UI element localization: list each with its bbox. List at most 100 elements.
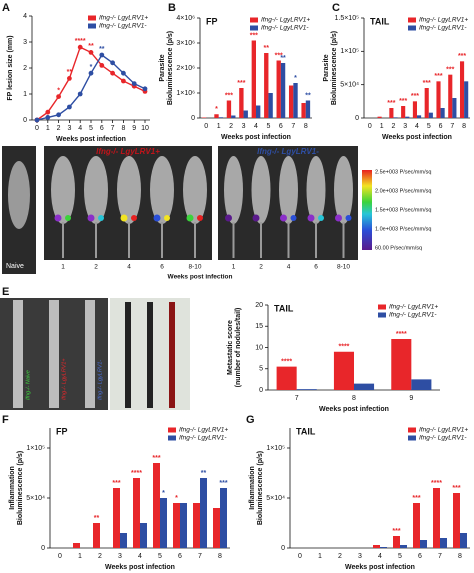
x-tick-label: 4 <box>254 123 258 130</box>
significance: ** <box>280 55 286 62</box>
x-tick-label: 1 <box>380 123 384 130</box>
point <box>131 81 137 86</box>
y-tick-label: 20 <box>255 302 263 309</box>
y-tick-label: 0 <box>355 115 359 122</box>
x-axis-label: Weeks post infection <box>168 274 233 281</box>
bar <box>93 523 100 548</box>
colorbar-label: 2.0e+003 P/sec/mm/sq <box>375 188 431 194</box>
x-tick-label: 1 <box>318 553 322 560</box>
point <box>121 78 126 84</box>
y-axis-label: Inflammation <box>249 466 256 510</box>
significance: *** <box>411 93 419 100</box>
x-tick-label: 2 <box>98 553 102 560</box>
x-tick-label: 2 <box>391 123 395 130</box>
legend-swatch <box>408 25 416 31</box>
bar <box>401 106 406 118</box>
legend-label: Ifng-/- LgyLRV1+ <box>419 427 468 434</box>
x-tick-label: 9 <box>409 395 413 402</box>
week-label: 6 <box>314 264 318 271</box>
significance: ** <box>99 46 105 53</box>
signal <box>186 214 194 222</box>
significance: *** <box>225 92 233 99</box>
significance: *** <box>423 80 431 87</box>
bar <box>417 115 422 118</box>
signal <box>65 215 71 221</box>
point <box>67 104 72 110</box>
chart-title: TAIL <box>274 303 294 313</box>
tail <box>161 222 163 258</box>
significance: * <box>162 490 165 497</box>
bar <box>193 503 200 548</box>
bar <box>220 488 227 548</box>
significance: *** <box>237 80 245 87</box>
x-tick-label: 10 <box>141 125 149 132</box>
bar <box>448 74 453 118</box>
x-tick-label: 1 <box>217 123 221 130</box>
panel-label: C <box>332 2 340 14</box>
colorbar <box>362 170 372 250</box>
y-tick-label: 0 <box>259 387 263 394</box>
week-label: 4 <box>287 264 291 271</box>
dissected-tail <box>125 302 131 408</box>
y-tick-label: 2×10⁶ <box>176 65 195 72</box>
bar <box>243 110 248 118</box>
legend-label: Ifng-/- LgyLRV1+ <box>179 427 228 434</box>
x-tick-label: 5 <box>158 553 162 560</box>
tail <box>287 222 290 258</box>
bar <box>268 93 273 118</box>
x-tick-label: 0 <box>58 553 62 560</box>
bar <box>214 114 219 118</box>
x-tick-label: 3 <box>67 125 71 132</box>
point <box>77 91 83 97</box>
week-label: 4 <box>127 264 131 271</box>
y-tick-label: 0 <box>41 545 45 552</box>
x-tick-label: 6 <box>178 553 182 560</box>
colorbar-label: 1.5e+003 P/sec/mm/sq <box>375 207 431 213</box>
colorbar-label: 2.5e+003 P/sec/mm/sq <box>375 169 431 175</box>
series-line <box>36 46 146 121</box>
legend-swatch <box>408 17 416 23</box>
x-tick-label: 6 <box>439 123 443 130</box>
week-label: 2 <box>259 264 263 271</box>
tail <box>260 222 262 258</box>
mouse <box>334 156 353 224</box>
signal <box>225 214 232 222</box>
x-tick-label: 0 <box>204 123 208 130</box>
tail-label: Ifng-/- LgyLRV1- <box>97 360 103 400</box>
signal <box>54 214 62 222</box>
point <box>121 70 126 76</box>
x-tick-label: 7 <box>295 395 299 402</box>
x-tick-label: 8 <box>304 123 308 130</box>
x-tick-label: 6 <box>418 553 422 560</box>
signal <box>280 214 287 222</box>
x-tick-label: 8 <box>462 123 466 130</box>
significance: ** <box>67 69 73 76</box>
significance: ** <box>305 92 311 99</box>
legend-swatch <box>378 312 386 318</box>
significance: **** <box>281 358 292 365</box>
x-tick-label: 2 <box>57 125 61 132</box>
panel-label: F <box>2 414 9 426</box>
bar <box>453 493 460 548</box>
week-label: 6 <box>160 264 164 271</box>
y-tick-label: 5×10⁴ <box>340 82 359 89</box>
point <box>56 94 61 99</box>
point <box>110 60 115 66</box>
x-tick-label: 7 <box>438 553 442 560</box>
y-tick-label: 1.5×10⁵ <box>334 15 359 22</box>
y-tick-label: 5×10⁴ <box>26 495 45 502</box>
bar <box>433 488 440 548</box>
bar <box>301 103 306 118</box>
significance: **** <box>131 470 142 477</box>
point <box>99 63 105 68</box>
legend-swatch <box>250 25 258 31</box>
tail <box>342 222 345 258</box>
bar <box>354 383 375 390</box>
bar <box>424 88 429 118</box>
legend-label: Ifng-/- LgyLRV1+ <box>261 17 310 24</box>
x-tick-label: 7 <box>111 125 115 132</box>
bar <box>377 116 382 118</box>
significance: *** <box>458 53 466 60</box>
y-tick-label: 0 <box>191 115 195 122</box>
x-tick-label: 4 <box>138 553 142 560</box>
